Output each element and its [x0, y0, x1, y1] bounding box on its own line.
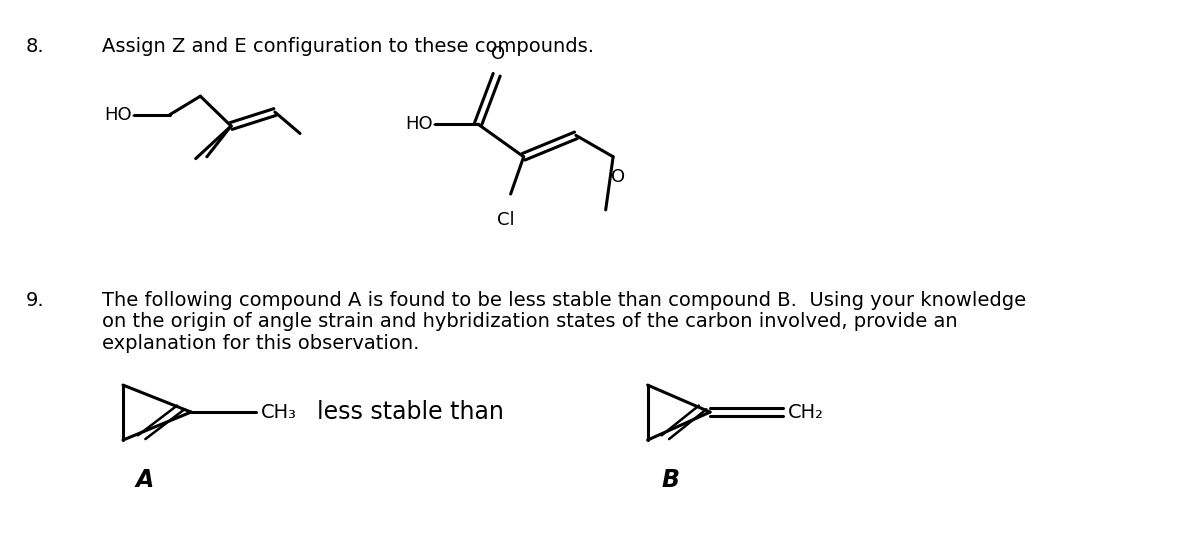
Text: A: A	[136, 468, 154, 492]
Text: 9.: 9.	[26, 291, 44, 310]
Text: O: O	[611, 168, 625, 186]
Text: on the origin of angle strain and hybridization states of the carbon involved, p: on the origin of angle strain and hybrid…	[102, 312, 958, 331]
Text: CH₃: CH₃	[260, 403, 296, 421]
Text: B: B	[662, 468, 680, 492]
Text: CH₂: CH₂	[788, 403, 824, 421]
Text: Assign Z and E configuration to these compounds.: Assign Z and E configuration to these co…	[102, 38, 594, 56]
Text: Cl: Cl	[497, 211, 515, 229]
Text: explanation for this observation.: explanation for this observation.	[102, 334, 420, 353]
Text: HO–: HO–	[104, 106, 140, 124]
Text: O: O	[492, 45, 505, 62]
Text: HO–: HO–	[406, 115, 442, 133]
Text: 8.: 8.	[26, 38, 44, 56]
Text: less stable than: less stable than	[317, 400, 504, 424]
Text: The following compound A is found to be less stable than compound B.  Using your: The following compound A is found to be …	[102, 291, 1027, 310]
